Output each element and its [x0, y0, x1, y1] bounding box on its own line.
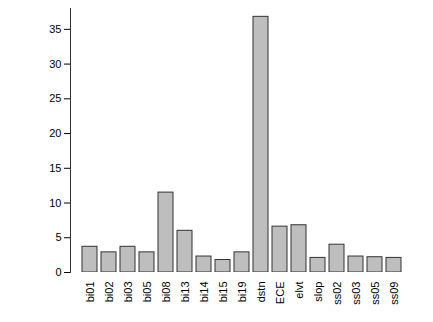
- svg-text:20: 20: [49, 127, 61, 139]
- svg-text:ss03: ss03: [350, 282, 362, 305]
- svg-text:25: 25: [49, 92, 61, 104]
- svg-text:ss05: ss05: [369, 282, 381, 305]
- svg-text:10: 10: [49, 197, 61, 209]
- svg-text:ss02: ss02: [331, 282, 343, 305]
- svg-text:15: 15: [49, 162, 61, 174]
- svg-text:35: 35: [49, 23, 61, 35]
- svg-text:ECE: ECE: [274, 282, 286, 305]
- svg-text:bi03: bi03: [122, 282, 134, 303]
- svg-text:bi01: bi01: [84, 282, 96, 303]
- svg-text:slop: slop: [312, 282, 324, 302]
- svg-text:bi02: bi02: [103, 282, 115, 303]
- svg-text:0: 0: [55, 266, 61, 278]
- svg-text:bi19: bi19: [236, 282, 248, 303]
- svg-text:bi05: bi05: [141, 282, 153, 303]
- svg-text:30: 30: [49, 58, 61, 70]
- svg-text:dstn: dstn: [255, 282, 267, 303]
- svg-text:bi13: bi13: [179, 282, 191, 303]
- svg-text:bi08: bi08: [160, 282, 172, 303]
- svg-text:bi14: bi14: [198, 282, 210, 303]
- svg-text:ss09: ss09: [388, 282, 400, 305]
- svg-text:elvt: elvt: [293, 282, 305, 299]
- svg-text:5: 5: [55, 231, 61, 243]
- svg-text:bi15: bi15: [217, 282, 229, 303]
